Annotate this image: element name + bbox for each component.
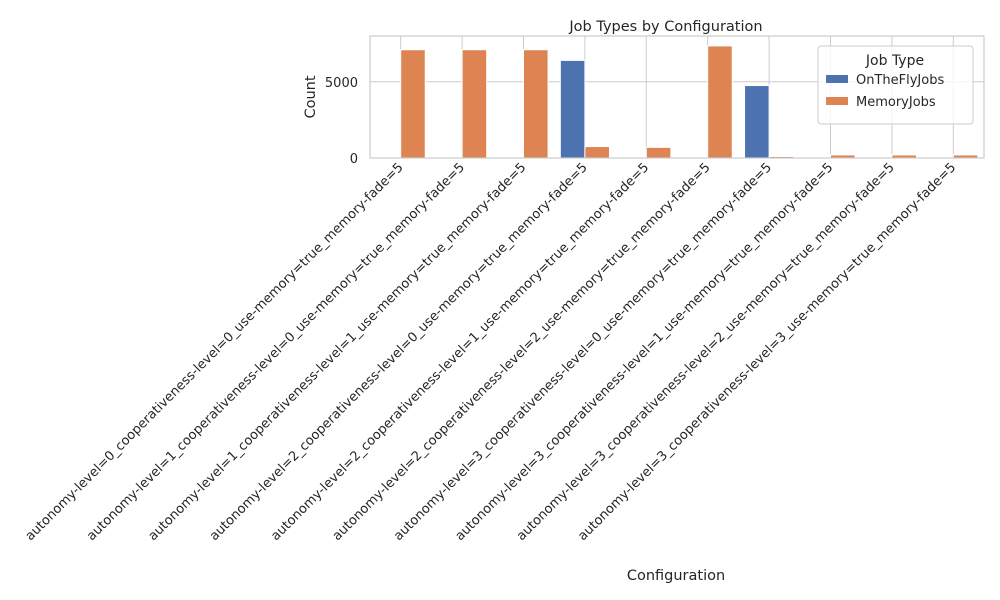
bar-ontheflyjobs-6: [744, 85, 770, 159]
legend: Job Type OnTheFlyJobs MemoryJobs: [817, 45, 974, 125]
legend-label-memoryjobs: MemoryJobs: [856, 95, 936, 110]
x-axis-label: Configuration: [627, 568, 725, 584]
legend-label-ontheflyjobs: OnTheFlyJobs: [856, 73, 944, 88]
bar-memoryjobs-2: [523, 49, 549, 159]
legend-swatch-ontheflyjobs: [826, 75, 848, 83]
chart-title: Job Types by Configuration: [568, 19, 762, 35]
legend-swatch-memoryjobs: [826, 97, 848, 105]
legend-frame: [817, 45, 974, 125]
plot-frame: [369, 35, 985, 159]
bar-memoryjobs-4: [645, 146, 672, 159]
y-axis-label: Count: [303, 75, 319, 118]
tick-layer: 0 5000: [325, 76, 358, 167]
bar-ontheflyjobs-3: [559, 59, 586, 159]
axis-layer: [369, 35, 985, 159]
y-tick-label: 5000: [325, 76, 358, 91]
legend-title: Job Type: [865, 53, 924, 69]
bar-memoryjobs-0: [400, 49, 426, 159]
bar-memoryjobs-1: [461, 49, 488, 159]
y-tick-label: 0: [350, 152, 358, 167]
bar-layer: [400, 45, 979, 159]
bar-memoryjobs-5: [707, 45, 733, 159]
bar-memoryjobs-3: [584, 146, 610, 159]
